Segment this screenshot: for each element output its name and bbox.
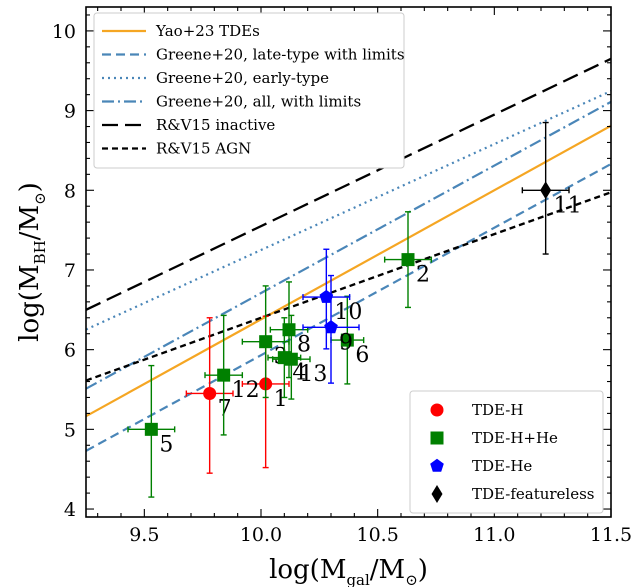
tde-h-he-marker [340,333,354,347]
point-label: 9 [339,330,353,355]
y-tick-label: 8 [64,180,76,202]
tde-h-he-marker [284,352,298,366]
point-label: 6 [355,343,369,368]
fit-line-1 [86,163,611,452]
x-tick-label: 9.5 [129,524,159,546]
plot-frame [85,6,612,518]
legend-line-label: R&V15 inactive [156,116,275,134]
legend-marker-swatch [430,431,444,445]
data-point-7: 7 [185,317,234,474]
legend-line-label: R&V15 AGN [156,140,251,158]
x-tick-label: 11.0 [473,524,515,546]
legend-frame [93,12,405,169]
fit-line-2 [86,90,611,331]
fit-line-3 [86,100,611,390]
data-point-12: 12 [204,314,260,436]
fit-line-0 [86,124,611,418]
point-label: 10 [334,300,362,325]
y-tick-label: 9 [64,101,76,123]
legend-marker-swatch [431,485,443,503]
fit-line-4 [86,57,611,311]
tde-he-marker [319,289,334,303]
tde-h-he-marker [401,253,415,267]
tde-h-he-marker [282,323,296,337]
tde-h-he-marker [259,335,273,349]
point-label: 13 [299,362,327,387]
point-label: 11 [554,193,582,218]
legend-marker-label: TDE-He [472,457,532,475]
data-point-9: 9 [302,274,360,384]
legend-line-label: Yao+23 TDEs [155,22,260,40]
legend-lines: Yao+23 TDEs Greene+20, late-type with lim… [93,12,405,169]
tde-he-marker [324,320,338,334]
point-label: 7 [218,396,232,421]
legend-line-label: Greene+20, early-type [156,69,329,87]
y-tick-label: 4 [64,499,76,521]
legend-marker-label: TDE-featureless [472,485,595,503]
legend-marker-swatch [430,403,444,417]
legend-frame [409,390,604,514]
y-tick-label: 6 [64,340,76,362]
legend-marker-swatch [430,458,444,472]
point-label: 8 [297,333,311,358]
data-points: 17122345681391011 [127,121,582,498]
data-point-6: 6 [330,295,369,385]
y-tick-label: 5 [64,419,76,441]
legend-line-label: Greene+20, all, with limits [156,93,361,111]
point-label: 4 [292,361,306,386]
y-tick-label: 10 [52,21,76,43]
point-label: 1 [274,387,288,412]
point-label: 12 [232,378,260,403]
x-tick-label: 10.0 [240,524,282,546]
regression-lines [86,57,611,452]
x-axis-label: log(Mgal/M⊙) [269,555,428,587]
legend-line-label: Greene+20, late-type with limits [156,46,405,64]
tde-featureless-marker [540,181,552,200]
legend-markers: TDE-H TDE-H+He TDE-He TDE-featureless [409,390,604,514]
x-tick-label: 11.5 [590,524,632,546]
legend-marker-label: TDE-H [472,401,523,419]
data-point-2: 2 [383,211,433,309]
point-label: 2 [416,263,430,288]
tde-h-marker [203,386,217,400]
y-axis-label: log(MBH/M⊙) [15,182,49,342]
fit-line-5 [86,191,611,382]
data-point-5: 5 [127,364,176,498]
data-point-13: 13 [271,314,327,400]
tde-h-he-marker [144,422,158,436]
x-tick-label: 10.5 [357,524,399,546]
y-tick-label: 7 [64,260,76,282]
tde-h-he-marker [217,368,231,382]
point-label: 5 [159,432,173,457]
data-point-11: 11 [521,121,582,255]
data-point-10: 10 [302,248,362,350]
legend-marker-label: TDE-H+He [472,429,558,447]
